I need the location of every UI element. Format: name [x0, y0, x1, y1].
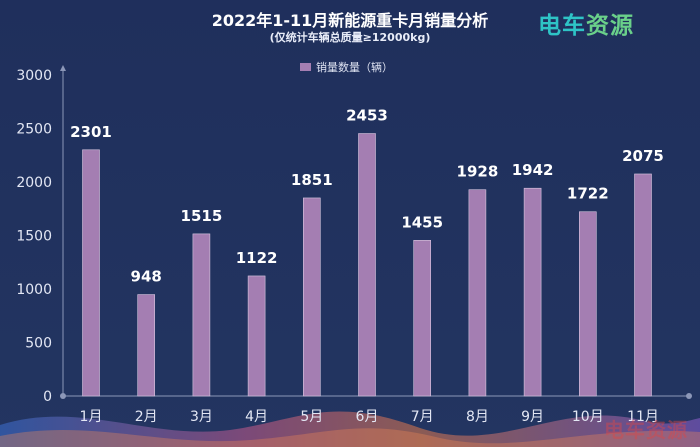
- bar[interactable]: [468, 189, 487, 397]
- x-tick-label: 11月: [627, 409, 659, 425]
- bar[interactable]: [358, 133, 376, 397]
- decorative-wave: [0, 411, 700, 447]
- bar[interactable]: [82, 149, 100, 397]
- y-tick-label: 2500: [16, 122, 52, 138]
- brand-logo-part-b: 资源: [586, 13, 634, 39]
- y-tick-label: 3000: [16, 68, 52, 84]
- y-tick-label: 1000: [16, 282, 52, 298]
- x-tick-label: 4月: [245, 409, 268, 425]
- bar[interactable]: [578, 211, 597, 397]
- y-tick-label: 1500: [16, 229, 52, 245]
- x-tick-label: 10月: [572, 409, 604, 425]
- data-label: 2453: [346, 107, 388, 125]
- x-tick-label: 7月: [411, 409, 434, 425]
- x-tick-label: 8月: [466, 409, 489, 425]
- bar[interactable]: [634, 173, 652, 397]
- bar[interactable]: [247, 275, 266, 397]
- y-tick-label: 2000: [16, 175, 52, 191]
- data-label: 1455: [401, 213, 443, 231]
- data-label: 1851: [291, 171, 333, 189]
- bar[interactable]: [192, 233, 211, 397]
- decorative-wave-front: [0, 428, 700, 447]
- x-tick-label: 6月: [356, 409, 379, 425]
- brand-logo-part-a: 电车: [538, 13, 586, 39]
- data-label: 1928: [457, 163, 499, 181]
- data-label: 1122: [236, 249, 278, 267]
- chart-legend[interactable]: 销量数量（辆）: [300, 59, 393, 75]
- bar[interactable]: [413, 240, 432, 397]
- y-tick-label: 500: [25, 336, 52, 352]
- data-label: 2075: [622, 147, 664, 165]
- axis-origin-dot: [60, 393, 66, 399]
- x-tick-label: 9月: [521, 409, 544, 425]
- x-tick-label: 5月: [300, 409, 323, 425]
- x-tick-label: 2月: [135, 409, 158, 425]
- bar[interactable]: [302, 197, 321, 397]
- bar[interactable]: [137, 294, 155, 397]
- chart-subtitle: (仅统计车辆总质量≥12000kg): [269, 31, 431, 44]
- data-label: 1722: [567, 185, 609, 203]
- data-label: 1942: [512, 161, 554, 179]
- watermark: 电车资源: [604, 418, 688, 442]
- data-label: 1515: [181, 207, 223, 225]
- x-axis-end-dot: [686, 393, 692, 399]
- legend-label: 销量数量（辆）: [316, 61, 393, 74]
- bar[interactable]: [523, 187, 542, 397]
- y-axis-arrow: [60, 65, 66, 71]
- data-label: 948: [131, 268, 162, 286]
- y-tick-label: 0: [43, 389, 52, 405]
- x-tick-label: 1月: [80, 409, 103, 425]
- brand-logo: 电车资源: [538, 6, 634, 40]
- x-tick-label: 3月: [190, 409, 213, 425]
- legend-swatch: [300, 63, 311, 71]
- chart-title: 2022年1-11月新能源重卡月销量分析: [211, 11, 489, 30]
- data-label: 2301: [70, 123, 112, 141]
